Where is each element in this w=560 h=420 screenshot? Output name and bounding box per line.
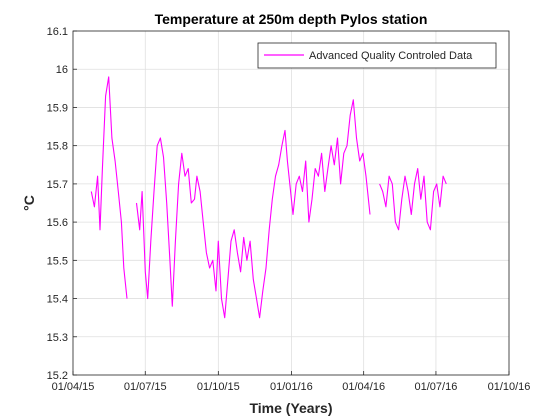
legend-label: Advanced Quality Controled Data — [309, 50, 473, 62]
y-tick-label: 15.5 — [47, 255, 68, 267]
series-line — [379, 168, 447, 231]
x-tick-label: 01/04/15 — [52, 381, 95, 393]
y-tick-label: 15.8 — [47, 141, 68, 153]
x-tick-label: 01/07/16 — [415, 381, 458, 393]
x-axis-title: Time (Years) — [249, 400, 332, 416]
x-tick-label: 01/10/15 — [197, 381, 240, 393]
x-tick-label: 01/10/16 — [488, 381, 531, 393]
y-axis: 15.2 15.3 15.4 15.5 15.6 15.7 15.8 15.9 16 16.1 — [47, 26, 77, 382]
y-tick-label: 15.4 — [47, 294, 68, 306]
y-tick-label: 15.9 — [47, 102, 68, 114]
x-tick-label: 01/04/16 — [342, 381, 385, 393]
series-line — [90, 76, 128, 299]
y-tick-label: 16 — [56, 64, 68, 76]
y-tick-label: 15.3 — [47, 332, 68, 344]
series-line — [135, 99, 371, 319]
legend: Advanced Quality Controled Data — [257, 42, 497, 69]
series-layer — [90, 76, 447, 319]
y-axis-title: °C — [21, 195, 37, 211]
y-tick-label: 15.2 — [47, 370, 68, 382]
x-tick-label: 01/07/15 — [124, 381, 167, 393]
y-tick-label: 15.7 — [47, 179, 68, 191]
y-tick-label: 15.6 — [47, 217, 68, 229]
y-tick-label: 16.1 — [47, 26, 68, 38]
chart-title: Temperature at 250m depth Pylos station — [155, 11, 428, 27]
x-tick-label: 01/01/16 — [270, 381, 313, 393]
x-axis: 01/04/15 01/07/15 01/10/15 01/01/16 01/04/16… — [52, 371, 531, 393]
